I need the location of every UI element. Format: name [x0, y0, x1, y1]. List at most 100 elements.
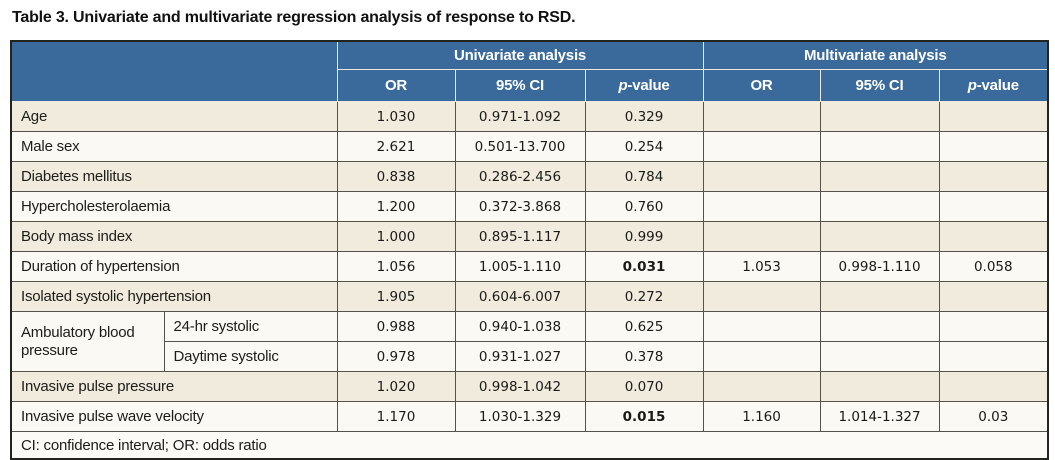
- uni-p-cell: 0.329: [584, 101, 704, 132]
- table-row: Age 1.030 0.971-1.092 0.329: [10, 101, 1049, 132]
- multi-ci-cell: [819, 101, 940, 132]
- header-sub-row: OR 95% CI p-value OR 95% CI p-value: [11, 69, 1049, 102]
- table-row: Duration of hypertension 1.056 1.005-1.1…: [10, 251, 1049, 282]
- multi-or-cell: [702, 311, 821, 342]
- row-label: Duration of hypertension: [10, 251, 338, 282]
- uni-or-cell: 1.200: [336, 191, 456, 222]
- uni-pvalue-header: p-value: [584, 69, 704, 102]
- table-row: Diabetes mellitus 0.838 0.286-2.456 0.78…: [10, 161, 1049, 192]
- corner-cell: [10, 40, 338, 102]
- table-row: Body mass index 1.000 0.895-1.117 0.999: [10, 221, 1049, 252]
- uni-or-cell: 1.000: [336, 221, 456, 252]
- uni-ci-cell: 0.604-6.007: [454, 281, 586, 312]
- multi-ci-cell: [819, 281, 940, 312]
- multi-or-cell: [702, 281, 821, 312]
- uni-or-cell: 1.170: [336, 401, 456, 432]
- multi-p-cell: [938, 161, 1049, 192]
- multi-p-cell: 0.058: [938, 251, 1049, 282]
- multi-ci-cell: [819, 341, 940, 372]
- multi-ci-cell: 1.014-1.327: [819, 401, 940, 432]
- row-label: Hypercholesterolaemia: [10, 191, 338, 222]
- p-suffix: -value: [627, 77, 670, 94]
- table-title: Table 3. Univariate and multivariate reg…: [12, 9, 576, 26]
- row-label: Isolated systolic hypertension: [10, 281, 338, 312]
- multi-p-cell: [938, 311, 1049, 342]
- uni-p-cell: 0.272: [584, 281, 704, 312]
- uni-ci-cell: 0.501-13.700: [454, 131, 586, 162]
- multi-ci-cell: 0.998-1.110: [819, 251, 940, 282]
- multi-or-cell: [702, 341, 821, 372]
- p-italic: p: [618, 77, 628, 94]
- multivariate-analysis-header: Multivariate analysis: [702, 40, 1049, 70]
- table-footnote: CI: confidence interval; OR: odds ratio: [10, 431, 1049, 460]
- row-label: Invasive pulse pressure: [10, 371, 338, 402]
- multi-ci-cell: [819, 371, 940, 402]
- uni-p-cell: 0.070: [584, 371, 704, 402]
- uni-p-cell: 0.254: [584, 131, 704, 162]
- multi-ci-cell: [819, 221, 940, 252]
- row-sublabel: Daytime systolic: [163, 341, 338, 372]
- table-row: Isolated systolic hypertension 1.905 0.6…: [10, 281, 1049, 312]
- uni-or-cell: 1.020: [336, 371, 456, 402]
- multi-ci-cell: [819, 131, 940, 162]
- row-label: Body mass index: [10, 221, 338, 252]
- uni-p-cell: 0.625: [584, 311, 704, 342]
- multi-p-cell: [938, 221, 1049, 252]
- multi-or-header: OR: [702, 69, 821, 102]
- multi-p-cell: [938, 191, 1049, 222]
- multi-or-cell: [702, 131, 821, 162]
- table-row: Daytime systolic 0.978 0.931-1.027 0.378: [11, 341, 1049, 372]
- table-row: Ambulatory blood pressure 24-hr systolic…: [10, 311, 1049, 372]
- multi-p-cell: [938, 131, 1049, 162]
- row-label: Diabetes mellitus: [10, 161, 338, 192]
- table-row: Hypercholesterolaemia 1.200 0.372-3.868 …: [10, 191, 1049, 222]
- multi-or-cell: [702, 161, 821, 192]
- uni-p-cell: 0.015: [584, 401, 704, 432]
- uni-or-cell: 1.030: [336, 101, 456, 132]
- uni-or-cell: 2.621: [336, 131, 456, 162]
- uni-ci-cell: 0.940-1.038: [454, 311, 586, 342]
- multi-ci-cell: [819, 311, 940, 342]
- multi-or-cell: 1.053: [702, 251, 821, 282]
- p-suffix: -value: [976, 77, 1019, 94]
- row-group-label: Ambulatory blood pressure: [10, 311, 165, 372]
- row-label: Male sex: [10, 131, 338, 162]
- uni-p-cell: 0.031: [584, 251, 704, 282]
- multi-p-cell: [938, 281, 1049, 312]
- multi-p-cell: [938, 101, 1049, 132]
- uni-or-cell: 0.838: [336, 161, 456, 192]
- uni-ci-cell: 1.005-1.110: [454, 251, 586, 282]
- multi-p-cell: [938, 371, 1049, 402]
- uni-p-cell: 0.784: [584, 161, 704, 192]
- uni-ci-cell: 0.372-3.868: [454, 191, 586, 222]
- uni-p-cell: 0.378: [584, 341, 704, 372]
- header-group-row: Univariate analysis Multivariate analysi…: [10, 40, 1049, 102]
- multi-p-cell: 0.03: [938, 401, 1049, 432]
- uni-ci-cell: 1.030-1.329: [454, 401, 586, 432]
- row-label: Invasive pulse wave velocity: [10, 401, 338, 432]
- multi-pvalue-header: p-value: [938, 69, 1049, 102]
- row-sublabel: 24-hr systolic: [163, 311, 338, 342]
- table-footnote-row: CI: confidence interval; OR: odds ratio: [10, 431, 1049, 460]
- uni-or-cell: 0.978: [336, 341, 456, 372]
- multi-or-cell: [702, 101, 821, 132]
- multi-or-cell: [702, 191, 821, 222]
- multi-p-cell: [938, 341, 1049, 372]
- uni-ci-cell: 0.895-1.117: [454, 221, 586, 252]
- table-row: Invasive pulse wave velocity 1.170 1.030…: [10, 401, 1049, 432]
- uni-or-cell: 0.988: [336, 311, 456, 342]
- uni-or-header: OR: [336, 69, 456, 102]
- multi-or-cell: 1.160: [702, 401, 821, 432]
- multi-ci-cell: [819, 161, 940, 192]
- regression-table: Univariate analysis Multivariate analysi…: [10, 40, 1050, 460]
- table-row: Invasive pulse pressure 1.020 0.998-1.04…: [10, 371, 1049, 402]
- uni-p-cell: 0.999: [584, 221, 704, 252]
- table-row: Male sex 2.621 0.501-13.700 0.254: [10, 131, 1049, 162]
- multi-or-cell: [702, 221, 821, 252]
- uni-ci-cell: 0.286-2.456: [454, 161, 586, 192]
- uni-or-cell: 1.905: [336, 281, 456, 312]
- uni-p-cell: 0.760: [584, 191, 704, 222]
- row-label: Age: [10, 101, 338, 132]
- uni-ci-cell: 0.931-1.027: [454, 341, 586, 372]
- multi-ci-cell: [819, 191, 940, 222]
